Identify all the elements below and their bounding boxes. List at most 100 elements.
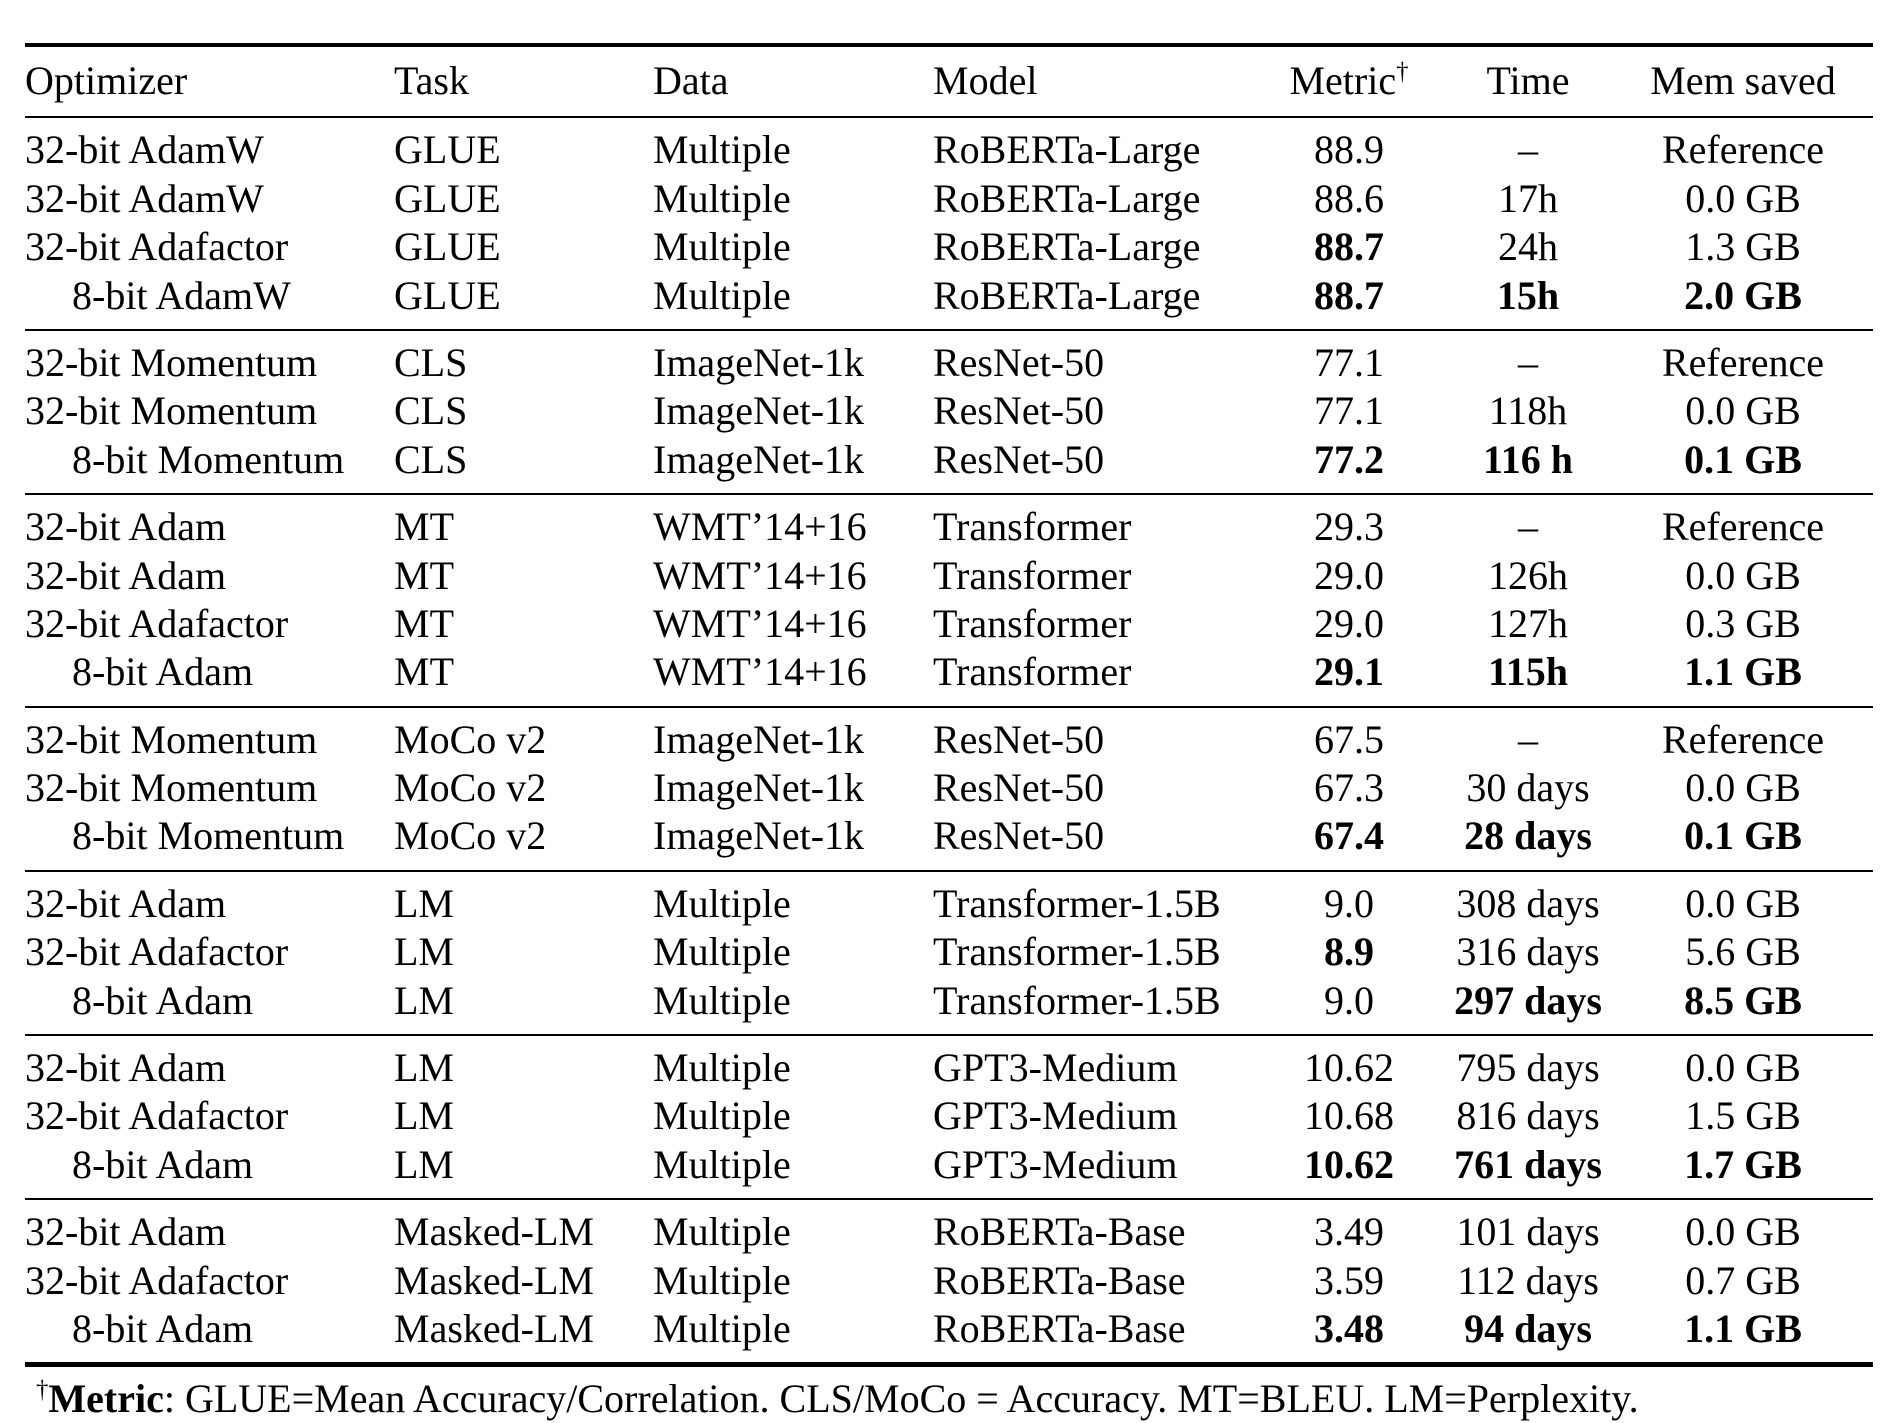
cell-task: CLS	[394, 339, 468, 385]
cell-time: 28 days	[1464, 813, 1592, 859]
cell-model: ResNet-50	[933, 716, 1105, 762]
cell-optimizer: 32-bit Adam	[25, 552, 227, 598]
cell-time: 316 days	[1456, 929, 1600, 975]
cell-optimizer: 8-bit AdamW	[72, 272, 291, 318]
column-header-label: Model	[933, 58, 1038, 103]
cell-mem-saved: 8.5 GB	[1684, 977, 1802, 1023]
cell-model: RoBERTa-Large	[933, 127, 1201, 173]
cell-metric: 88.7	[1314, 224, 1384, 270]
cell-metric: 29.0	[1314, 552, 1384, 598]
column-header-label: Time	[1486, 58, 1570, 103]
cell-model: RoBERTa-Base	[933, 1257, 1186, 1303]
cell-time: 24h	[1498, 224, 1558, 270]
table-row: 32-bit Momentum CLS ImageNet-1k ResNet-50 77…	[25, 330, 1873, 387]
cell-metric: 9.0	[1324, 977, 1374, 1023]
cell-model: GPT3-Medium	[933, 1093, 1178, 1139]
cell-task: MoCo v2	[394, 813, 547, 859]
table-row: 32-bit Adafactor Masked-LM Multiple RoBERTa…	[25, 1257, 1873, 1305]
cell-metric: 77.2	[1314, 436, 1384, 482]
cell-data: Multiple	[653, 272, 791, 318]
cell-metric: 88.6	[1314, 175, 1384, 221]
table-row: 8-bit Adam Masked-LM Multiple RoBERTa-Base 3…	[25, 1305, 1873, 1365]
cell-model: GPT3-Medium	[933, 1141, 1178, 1187]
cell-mem-saved: Reference	[1661, 127, 1825, 173]
cell-optimizer: 32-bit Adafactor	[25, 1093, 289, 1139]
cell-mem-saved: 2.0 GB	[1684, 272, 1802, 318]
table-row: 32-bit Momentum CLS ImageNet-1k ResNet-50 77…	[25, 387, 1873, 435]
cell-mem-saved: 0.0 GB	[1685, 1045, 1801, 1091]
table-row: 8-bit Adam LM Multiple GPT3-Medium 10.62 761 …	[25, 1141, 1873, 1199]
column-header-model: Model	[933, 45, 1255, 117]
column-header-mem-saved: Mem saved	[1613, 45, 1873, 117]
cell-optimizer: 32-bit Adam	[25, 1209, 227, 1255]
cell-time: 116 h	[1482, 436, 1574, 482]
table-group-6: 32-bit Adam LM Multiple GPT3-Medium 10.62 795…	[25, 1035, 1873, 1199]
cell-mem-saved: 5.6 GB	[1685, 929, 1801, 975]
cell-data: Multiple	[653, 880, 791, 926]
cell-mem-saved: 1.7 GB	[1684, 1141, 1802, 1187]
cell-task: CLS	[394, 436, 468, 482]
table-row: 32-bit AdamW GLUE Multiple RoBERTa-Large 88.…	[25, 117, 1873, 174]
cell-data: Multiple	[653, 1141, 791, 1187]
cell-model: Transformer-1.5B	[933, 929, 1221, 975]
cell-model: Transformer	[933, 504, 1132, 550]
cell-mem-saved: 0.0 GB	[1685, 175, 1801, 221]
cell-data: ImageNet-1k	[653, 388, 865, 434]
cell-optimizer: 8-bit Adam	[72, 977, 254, 1023]
cell-time: 308 days	[1456, 880, 1600, 926]
cell-metric: 67.4	[1314, 813, 1384, 859]
cell-metric: 77.1	[1314, 339, 1384, 385]
cell-metric: 67.5	[1314, 716, 1384, 762]
cell-task: LM	[394, 880, 454, 926]
table-row: 32-bit Momentum MoCo v2 ImageNet-1k ResNet-…	[25, 764, 1873, 812]
cell-data: ImageNet-1k	[653, 765, 865, 811]
cell-metric: 67.3	[1314, 765, 1384, 811]
cell-data: Multiple	[653, 1045, 791, 1091]
cell-optimizer: 32-bit AdamW	[25, 175, 264, 221]
cell-metric: 3.48	[1314, 1305, 1384, 1351]
table-row: 8-bit Momentum MoCo v2 ImageNet-1k ResNet-5…	[25, 812, 1873, 870]
table-group-3: 32-bit Adam MT WMT’14+16 Transformer 29.3 – Re…	[25, 494, 1873, 707]
cell-data: ImageNet-1k	[653, 339, 865, 385]
table-header-row: Optimizer Task Data Model Metric† Time Mem sav…	[25, 45, 1873, 117]
cell-optimizer: 32-bit Adafactor	[25, 600, 289, 646]
cell-task: Masked-LM	[394, 1209, 594, 1255]
cell-optimizer: 32-bit AdamW	[25, 127, 264, 173]
cell-task: MT	[394, 600, 454, 646]
cell-time: 297 days	[1454, 977, 1602, 1023]
cell-task: LM	[394, 1093, 454, 1139]
cell-data: Multiple	[653, 977, 791, 1023]
cell-mem-saved: 0.0 GB	[1685, 765, 1801, 811]
cell-data: WMT’14+16	[653, 649, 867, 695]
table-group-1: 32-bit AdamW GLUE Multiple RoBERTa-Large 88.…	[25, 117, 1873, 330]
cell-data: Multiple	[653, 1209, 791, 1255]
cell-metric: 88.9	[1314, 127, 1384, 173]
table-row: 8-bit Adam LM Multiple Transformer-1.5B 9.0 2…	[25, 977, 1873, 1035]
table-row: 32-bit Adam Masked-LM Multiple RoBERTa-Base…	[25, 1199, 1873, 1256]
cell-optimizer: 8-bit Adam	[72, 649, 254, 695]
column-header-time: Time	[1443, 45, 1613, 117]
footnote-text: : GLUE=Mean Accuracy/Correlation. CLS/Mo…	[163, 1376, 1639, 1422]
cell-model: Transformer-1.5B	[933, 977, 1221, 1023]
cell-model: GPT3-Medium	[933, 1045, 1178, 1091]
cell-optimizer: 32-bit Momentum	[25, 339, 318, 385]
cell-data: Multiple	[653, 175, 791, 221]
cell-model: ResNet-50	[933, 388, 1105, 434]
cell-task: GLUE	[394, 272, 501, 318]
cell-model: RoBERTa-Base	[933, 1209, 1186, 1255]
cell-mem-saved: Reference	[1661, 504, 1825, 550]
cell-data: WMT’14+16	[653, 600, 867, 646]
cell-time: –	[1518, 504, 1538, 550]
cell-data: Multiple	[653, 929, 791, 975]
cell-optimizer: 32-bit Adafactor	[25, 1257, 289, 1303]
cell-task: GLUE	[394, 224, 501, 270]
cell-metric: 8.9	[1324, 929, 1374, 975]
cell-model: RoBERTa-Large	[933, 272, 1201, 318]
cell-optimizer: 8-bit Momentum	[72, 813, 345, 859]
cell-mem-saved: Reference	[1661, 339, 1825, 385]
table-group-4: 32-bit Momentum MoCo v2 ImageNet-1k ResNet-…	[25, 706, 1873, 871]
column-header-optimizer: Optimizer	[25, 45, 394, 117]
cell-model: RoBERTa-Base	[933, 1305, 1186, 1351]
cell-mem-saved: 0.3 GB	[1685, 600, 1801, 646]
column-header-data: Data	[653, 45, 933, 117]
